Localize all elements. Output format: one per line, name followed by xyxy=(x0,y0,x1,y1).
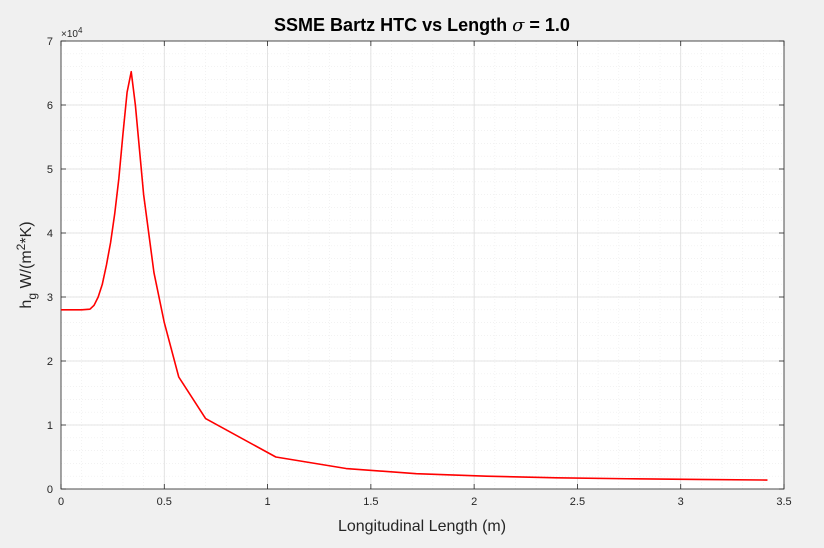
axes-frame xyxy=(60,40,785,490)
y-tick-label: 5 xyxy=(47,164,53,176)
y-tick-label: 7 xyxy=(47,36,53,48)
chart-title-value: = 1.0 xyxy=(529,15,570,35)
y-tick-label: 6 xyxy=(47,100,53,112)
x-tick-label: 2.5 xyxy=(570,496,585,508)
y-label-units: W/(m xyxy=(18,250,35,293)
chart-title-sigma: σ xyxy=(512,15,525,36)
chart-title: SSME Bartz HTC vs Length σ = 1.0 xyxy=(274,15,570,36)
y-tick-label: 3 xyxy=(47,292,53,304)
y-axis-label: hg W/(m2*K) xyxy=(14,221,39,308)
x-axis-ticks: 0 0.5 1 1.5 2 2.5 3 3.5 xyxy=(58,41,792,508)
y-label-units-end: *K) xyxy=(18,221,35,243)
y-exponent-power: 4 xyxy=(78,26,83,35)
chart-title-text: SSME Bartz HTC vs Length xyxy=(274,15,507,35)
y-tick-label: 0 xyxy=(47,484,53,496)
y-label-superscript: 2 xyxy=(14,243,28,250)
x-tick-label: 2 xyxy=(471,496,477,508)
x-tick-label: 3 xyxy=(678,496,684,508)
x-tick-label: 1.5 xyxy=(363,496,378,508)
y-exponent-label: ×104 xyxy=(61,26,83,40)
minor-grid xyxy=(60,40,785,490)
series-layer xyxy=(61,70,768,481)
y-exponent-base: ×10 xyxy=(61,29,78,40)
y-tick-label: 2 xyxy=(47,356,53,368)
x-axis-label: Longitudinal Length (m) xyxy=(338,518,506,535)
series-line-htc xyxy=(61,70,768,481)
y-axis-ticks: 0 1 2 3 4 5 6 7 xyxy=(47,36,784,496)
y-label-subscript: g xyxy=(25,293,39,300)
y-tick-label: 4 xyxy=(47,228,53,240)
plot-area xyxy=(61,41,784,489)
y-tick-label: 1 xyxy=(47,420,53,432)
x-tick-label: 0 xyxy=(58,496,64,508)
x-tick-label: 0.5 xyxy=(157,496,172,508)
x-tick-label: 1 xyxy=(265,496,271,508)
x-tick-label: 3.5 xyxy=(776,496,791,508)
y-label-h: h xyxy=(18,300,35,309)
